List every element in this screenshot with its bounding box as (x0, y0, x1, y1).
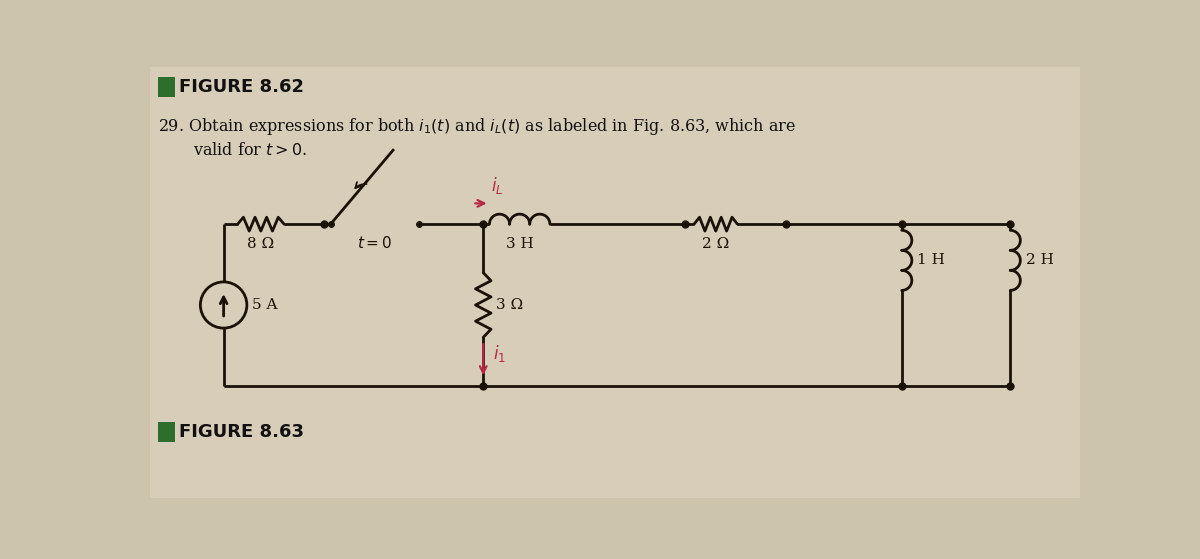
Text: 2 Ω: 2 Ω (702, 237, 730, 251)
Text: FIGURE 8.63: FIGURE 8.63 (180, 423, 305, 441)
Text: $i_1$: $i_1$ (492, 343, 505, 364)
FancyBboxPatch shape (157, 422, 175, 442)
Text: $t = 0$: $t = 0$ (358, 235, 392, 251)
Text: 2 H: 2 H (1026, 253, 1054, 267)
FancyBboxPatch shape (150, 67, 1080, 498)
Text: 29. Obtain expressions for both $i_1(t)$ and $i_L(t)$ as labeled in Fig. 8.63, w: 29. Obtain expressions for both $i_1(t)$… (157, 116, 796, 136)
Text: 8 Ω: 8 Ω (247, 237, 275, 251)
FancyBboxPatch shape (157, 77, 175, 97)
Text: 5 A: 5 A (252, 298, 277, 312)
Text: 1 H: 1 H (917, 253, 946, 267)
Text: valid for $t > 0$.: valid for $t > 0$. (193, 142, 307, 159)
Text: 3 Ω: 3 Ω (497, 298, 523, 312)
Text: 3 H: 3 H (506, 237, 534, 251)
Text: FIGURE 8.62: FIGURE 8.62 (180, 78, 305, 96)
Text: $i_L$: $i_L$ (491, 176, 503, 196)
